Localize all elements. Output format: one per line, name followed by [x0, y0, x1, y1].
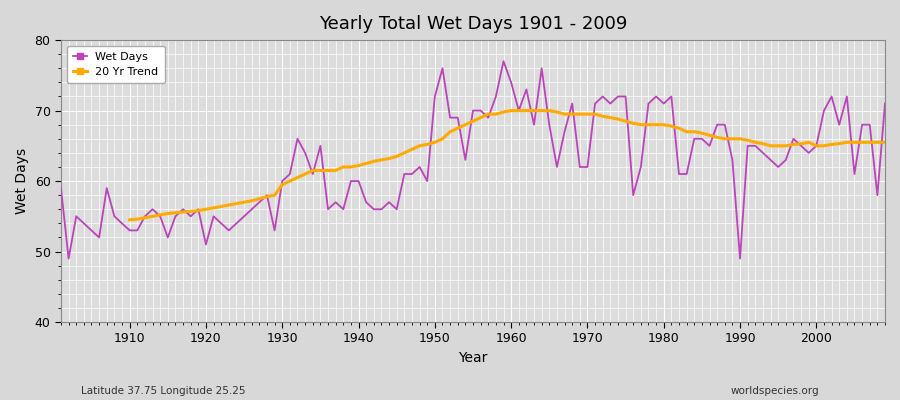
Wet Days [498, 59, 508, 64]
Wet Days [56, 186, 67, 190]
20 Yr Trend [506, 108, 517, 113]
20 Yr Trend [879, 140, 890, 145]
Legend: Wet Days, 20 Yr Trend: Wet Days, 20 Yr Trend [67, 46, 166, 84]
20 Yr Trend [269, 193, 280, 198]
20 Yr Trend [521, 108, 532, 113]
Y-axis label: Wet Days: Wet Days [15, 148, 29, 214]
Wet Days [513, 108, 524, 113]
X-axis label: Year: Year [458, 351, 488, 365]
Wet Days [292, 136, 303, 141]
20 Yr Trend [300, 172, 310, 176]
Wet Days [124, 228, 135, 233]
Line: 20 Yr Trend: 20 Yr Trend [130, 110, 885, 220]
20 Yr Trend [826, 142, 837, 147]
Wet Days [63, 256, 74, 261]
20 Yr Trend [849, 140, 859, 145]
Line: Wet Days: Wet Days [61, 61, 885, 258]
Wet Days [879, 101, 890, 106]
Wet Days [521, 87, 532, 92]
Text: Latitude 37.75 Longitude 25.25: Latitude 37.75 Longitude 25.25 [81, 386, 246, 396]
Text: worldspecies.org: worldspecies.org [731, 386, 819, 396]
Wet Days [338, 207, 348, 212]
20 Yr Trend [124, 218, 135, 222]
Wet Days [613, 94, 624, 99]
Title: Yearly Total Wet Days 1901 - 2009: Yearly Total Wet Days 1901 - 2009 [319, 15, 627, 33]
20 Yr Trend [582, 112, 593, 116]
